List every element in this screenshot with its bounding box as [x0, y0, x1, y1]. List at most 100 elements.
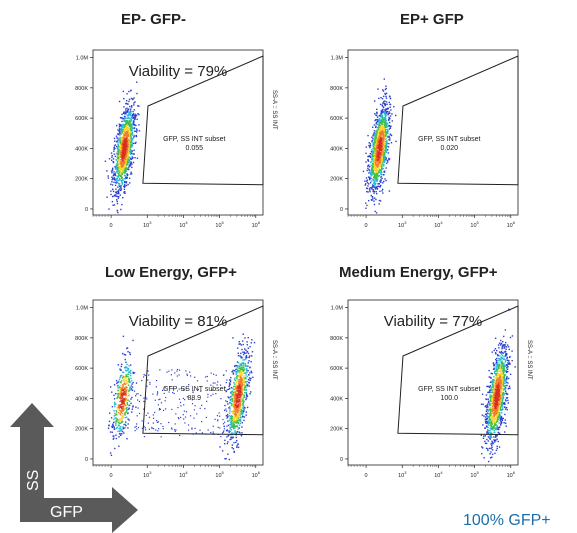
event-point	[128, 380, 131, 383]
event-point	[115, 188, 117, 190]
event-point	[492, 390, 494, 393]
event-point	[237, 392, 240, 394]
event-point	[381, 157, 383, 160]
event-point	[498, 413, 500, 415]
event-point	[133, 153, 135, 155]
event-point	[381, 188, 384, 191]
event-point	[112, 178, 115, 180]
event-point	[230, 398, 232, 400]
event-point	[121, 352, 124, 355]
event-point	[119, 177, 121, 180]
event-point	[115, 424, 117, 426]
event-point	[382, 120, 385, 122]
event-point	[113, 428, 116, 430]
event-point	[384, 157, 386, 160]
event-point	[111, 170, 114, 172]
event-point	[237, 386, 239, 389]
event-point	[373, 183, 376, 185]
event-point	[232, 417, 234, 420]
event-point	[122, 179, 124, 182]
event-point	[116, 168, 119, 171]
event-point	[502, 381, 505, 383]
event-point	[129, 133, 132, 135]
event-point	[118, 433, 121, 435]
event-point	[246, 344, 249, 346]
event-point	[383, 118, 385, 121]
event-point	[236, 419, 238, 421]
y-tick-label: 600K	[330, 366, 343, 372]
event-point	[124, 117, 127, 120]
event-point	[376, 148, 378, 150]
event-point	[125, 122, 127, 124]
event-point	[114, 412, 116, 415]
event-point	[489, 432, 492, 434]
event-point	[129, 121, 131, 123]
event-point	[131, 105, 133, 107]
event-point	[123, 174, 126, 177]
event-point	[125, 162, 127, 164]
event-point	[162, 425, 164, 428]
event-point	[243, 368, 246, 371]
event-point	[384, 93, 387, 96]
event-point	[238, 391, 240, 393]
event-point	[234, 416, 236, 418]
event-point	[127, 135, 129, 137]
event-point	[126, 120, 128, 123]
event-point	[503, 374, 506, 376]
event-point	[374, 186, 376, 189]
event-point	[239, 424, 241, 427]
event-point	[369, 145, 371, 148]
event-point	[490, 431, 492, 433]
event-point	[179, 434, 181, 437]
event-point	[221, 432, 224, 434]
event-point	[380, 170, 383, 172]
event-point	[135, 141, 137, 144]
event-point	[231, 423, 233, 426]
event-point	[380, 152, 383, 154]
event-point	[121, 389, 124, 392]
event-point	[371, 154, 374, 156]
event-point	[501, 354, 504, 357]
event-point	[239, 402, 241, 404]
event-point	[123, 162, 126, 164]
event-point	[121, 388, 123, 390]
event-point	[235, 384, 238, 386]
event-point	[373, 159, 375, 161]
event-point	[110, 159, 113, 161]
event-point	[115, 411, 118, 413]
event-point	[374, 145, 376, 148]
event-point	[371, 157, 373, 159]
event-point	[234, 430, 236, 432]
event-point	[380, 129, 382, 131]
event-point	[380, 158, 382, 160]
event-point	[127, 149, 129, 151]
event-point	[126, 347, 128, 350]
event-point	[128, 113, 130, 116]
event-point	[241, 388, 243, 390]
event-point	[385, 108, 387, 110]
event-point	[111, 184, 114, 186]
event-point	[131, 144, 133, 147]
event-point	[369, 189, 371, 191]
event-point	[249, 366, 251, 368]
event-point	[237, 354, 240, 357]
event-point	[488, 417, 491, 419]
event-point	[376, 185, 378, 188]
event-point	[244, 363, 247, 365]
event-point	[486, 412, 489, 414]
event-point	[231, 402, 233, 405]
event-point	[243, 383, 245, 386]
event-point	[383, 132, 386, 134]
event-point	[148, 374, 150, 376]
plot-medium-energy: 1.0M 800K 600K 400K 200K 0 0 103 104 105 106 GFP, S…	[310, 295, 550, 500]
event-point	[117, 190, 120, 192]
event-point	[131, 143, 133, 145]
event-point	[229, 408, 231, 410]
event-point	[385, 95, 387, 98]
event-point	[134, 130, 136, 132]
event-point	[378, 159, 380, 161]
event-point	[236, 446, 238, 449]
event-point	[233, 405, 236, 407]
event-point	[120, 410, 122, 412]
event-point	[125, 148, 128, 151]
